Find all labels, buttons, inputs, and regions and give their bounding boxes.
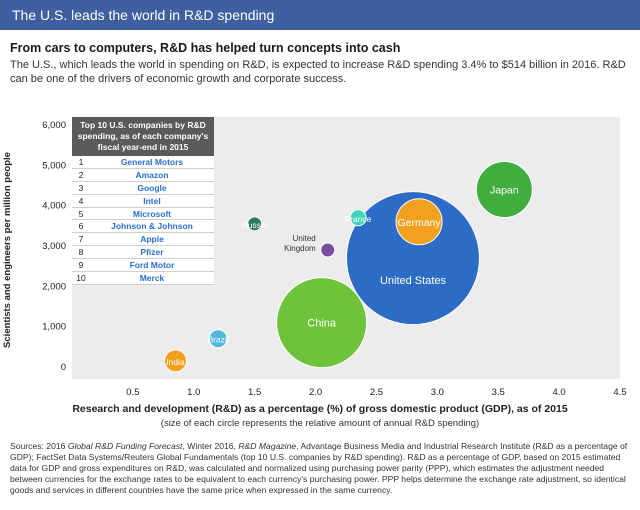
table-row: 5 Microsoft xyxy=(72,208,214,221)
y-tick-label: 1,000 xyxy=(42,322,66,333)
bubble-label: China xyxy=(307,318,337,330)
table-row: 4 Intel xyxy=(72,195,214,208)
y-tick-label: 5,000 xyxy=(42,160,66,171)
x-tick-label: 3.0 xyxy=(431,387,444,398)
table-company: Google xyxy=(137,182,167,193)
table-rank: 2 xyxy=(78,169,84,180)
x-axis-note: (size of each circle represents the rela… xyxy=(160,418,480,429)
table-row: 1 General Motors xyxy=(72,156,214,169)
bubble-label: Japan xyxy=(490,185,519,197)
sources-text: Sources: 2016 Global R&D Funding Forecas… xyxy=(10,441,632,496)
table-company: Ford Motor xyxy=(129,260,175,271)
bubble-russia xyxy=(247,216,263,232)
bubble-india xyxy=(164,349,188,373)
table-rank: 8 xyxy=(78,247,84,258)
bubble-germany xyxy=(395,198,443,246)
table-rank: 10 xyxy=(76,273,86,284)
table-company: Merck xyxy=(139,273,165,284)
y-tick-label: 6,000 xyxy=(42,120,66,131)
table-rank: 6 xyxy=(78,221,84,232)
bubble-label: Brazil xyxy=(208,335,229,345)
bubble-label: India xyxy=(166,357,185,367)
table-company: Microsoft xyxy=(132,208,172,219)
table-row: 7 Apple xyxy=(72,233,214,247)
table-row: 8 Pfizer xyxy=(72,246,214,260)
table-company: Apple xyxy=(140,234,164,245)
x-tick-label: 2.0 xyxy=(309,387,322,398)
table-row: 9 Ford Motor xyxy=(72,259,214,273)
table-company: Intel xyxy=(143,195,161,206)
table-rank: 5 xyxy=(78,208,84,219)
bubble-label: United Kingdom xyxy=(284,234,316,253)
x-tick-label: 1.5 xyxy=(248,387,261,398)
x-tick-label: 2.5 xyxy=(370,387,383,398)
x-axis-title: Research and development (R&D) as a perc… xyxy=(72,403,568,415)
x-tick-label: 0.5 xyxy=(126,387,139,398)
y-tick-label: 4,000 xyxy=(42,201,66,212)
x-tick-label: 4.0 xyxy=(553,387,566,398)
banner: The U.S. leads the world in R&D spending xyxy=(0,0,640,30)
y-tick-label: 0 xyxy=(61,362,66,373)
bubble-japan xyxy=(475,161,533,219)
table-row: 3 Google xyxy=(72,182,214,195)
bubble-united-states xyxy=(345,191,480,326)
x-tick-label: 1.0 xyxy=(187,387,200,398)
bubble-label: Germany xyxy=(397,217,441,229)
table-row: 6 Johnson & Johnson xyxy=(72,220,214,234)
table-rank: 1 xyxy=(78,157,84,167)
intro-text: The U.S., which leads the world in spend… xyxy=(10,59,626,85)
table-rank: 9 xyxy=(78,260,84,271)
y-tick-label: 3,000 xyxy=(42,241,66,252)
table-company: Amazon xyxy=(135,169,169,180)
bubble-label: Russia xyxy=(242,220,268,230)
x-tick-label: 3.5 xyxy=(492,387,505,398)
bubble-brazil xyxy=(208,329,228,349)
table-row: 10 Merck xyxy=(72,272,214,285)
bubble-china xyxy=(276,277,368,369)
bubble-united-kingdom xyxy=(320,242,336,258)
x-tick-label: 4.5 xyxy=(613,387,626,398)
table-company: Pfizer xyxy=(140,247,164,258)
table-title: Top 10 U.S. companies by R&D spending, a… xyxy=(72,117,214,156)
bubble-label: France xyxy=(345,214,372,224)
table-company: Johnson & Johnson xyxy=(111,221,193,232)
sources-line: Sources: 2016 Global R&D Funding Forecas… xyxy=(10,441,628,495)
banner-title: The U.S. leads the world in R&D spending xyxy=(12,7,275,23)
bubble-label: United States xyxy=(380,275,447,287)
y-axis-title: Scientists and engineers per million peo… xyxy=(2,152,13,348)
table-company: General Motors xyxy=(120,157,184,167)
table-row: 2 Amazon xyxy=(72,169,214,182)
top-companies-table: Top 10 U.S. companies by R&D spending, a… xyxy=(72,117,214,285)
table-rank: 3 xyxy=(78,182,84,193)
y-tick-label: 2,000 xyxy=(42,281,66,292)
bubble-france xyxy=(349,209,367,227)
table-rank: 7 xyxy=(78,234,84,245)
table-rank: 4 xyxy=(78,195,84,206)
headline: From cars to computers, R&D has helped t… xyxy=(10,41,401,55)
